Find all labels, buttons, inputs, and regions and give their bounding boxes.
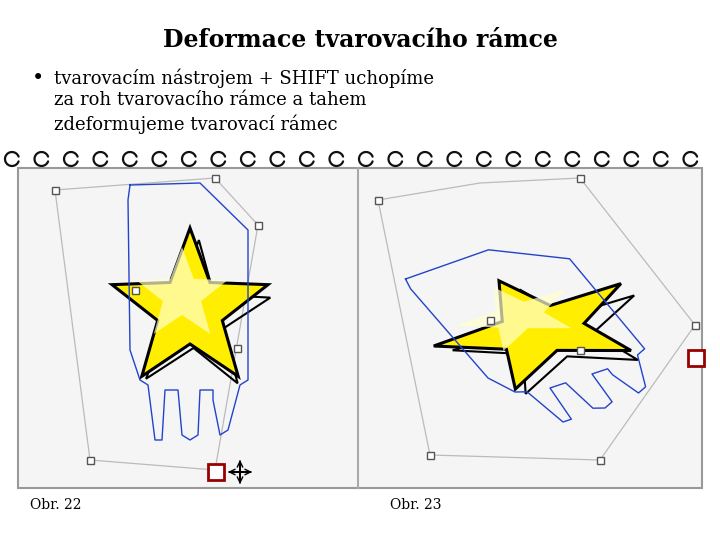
- Polygon shape: [112, 228, 268, 376]
- Bar: [212, 467, 218, 474]
- Bar: [596, 456, 603, 463]
- Bar: [693, 355, 699, 361]
- Text: Deformace tvarovacího rámce: Deformace tvarovacího rámce: [163, 28, 557, 52]
- FancyBboxPatch shape: [18, 168, 702, 488]
- Polygon shape: [433, 281, 631, 389]
- Bar: [688, 350, 704, 366]
- Bar: [374, 197, 382, 204]
- Text: za roh tvarovacího rámce a tahem: za roh tvarovacího rámce a tahem: [54, 91, 366, 109]
- Bar: [86, 456, 94, 463]
- Bar: [212, 174, 218, 181]
- Text: Obr. 22: Obr. 22: [30, 498, 81, 512]
- Bar: [577, 347, 583, 354]
- Text: zdeformujeme tvarovací rámec: zdeformujeme tvarovací rámec: [54, 114, 338, 133]
- Bar: [52, 186, 58, 193]
- Polygon shape: [456, 287, 571, 351]
- Bar: [233, 345, 240, 352]
- Text: •: •: [32, 68, 44, 88]
- Text: tvarovacím nástrojem + SHIFT uchopíme: tvarovacím nástrojem + SHIFT uchopíme: [54, 68, 434, 87]
- Bar: [213, 469, 219, 475]
- Bar: [691, 321, 698, 328]
- Bar: [426, 451, 433, 458]
- Bar: [577, 174, 583, 181]
- Bar: [487, 316, 493, 323]
- Text: Obr. 23: Obr. 23: [390, 498, 441, 512]
- Bar: [208, 464, 224, 480]
- Polygon shape: [136, 247, 228, 334]
- Bar: [254, 221, 261, 228]
- Bar: [132, 287, 138, 294]
